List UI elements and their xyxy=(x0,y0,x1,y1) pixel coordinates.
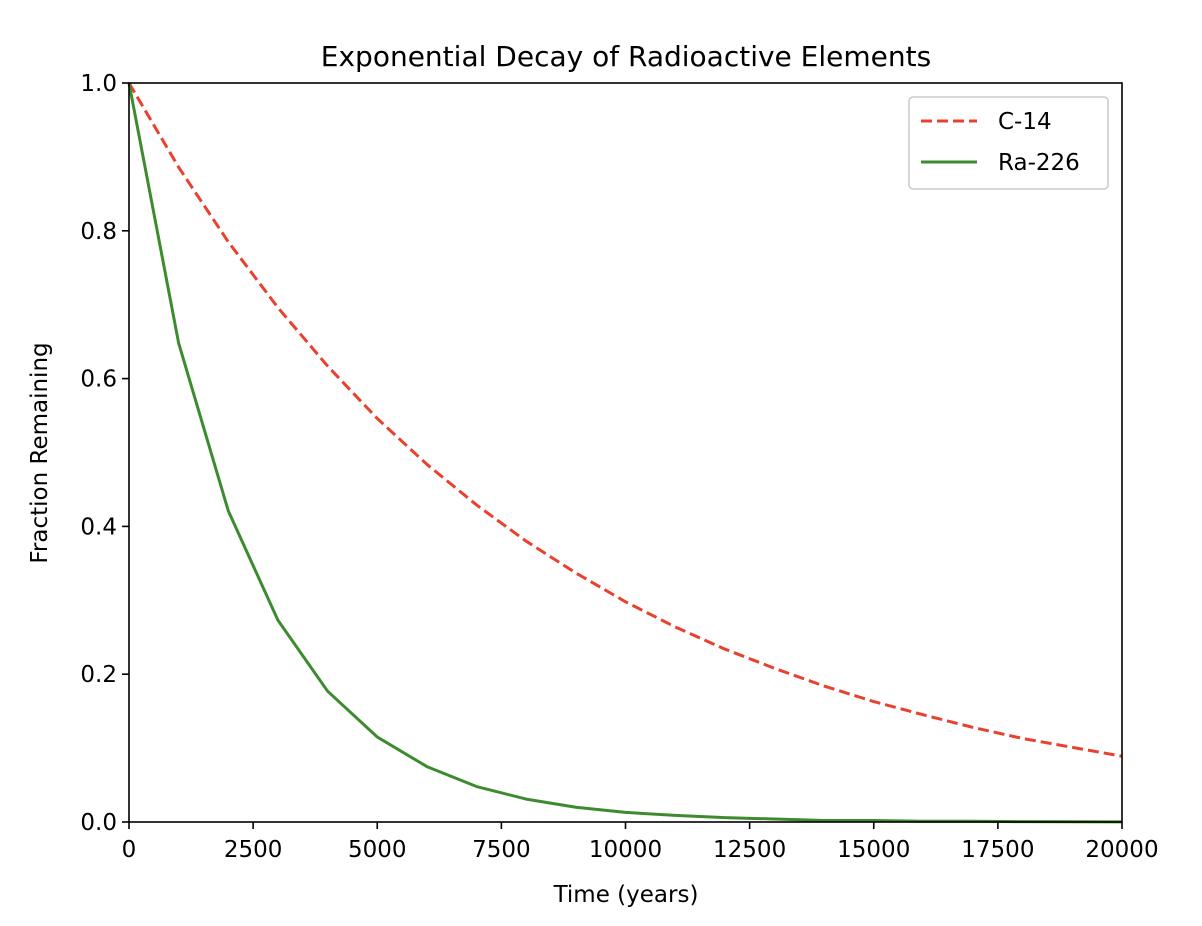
x-tick-label: 0 xyxy=(122,837,137,863)
legend: C-14 Ra-226 xyxy=(908,96,1109,190)
x-tick-label: 20000 xyxy=(1085,837,1158,863)
x-axis: 0 2500 5000 7500 10000 12500 15000 17500 20000 xyxy=(122,822,1159,863)
x-tick-label: 7500 xyxy=(472,837,531,863)
y-tick-label: 0.4 xyxy=(80,514,117,540)
y-tick-label: 0.6 xyxy=(80,367,117,393)
series-line-c-14 xyxy=(127,82,1123,758)
y-tick-label: 0.0 xyxy=(80,810,117,836)
x-axis-title: Time (years) xyxy=(553,882,699,908)
x-tick-label: 12500 xyxy=(713,837,786,863)
y-tick-label: 0.2 xyxy=(80,662,117,688)
y-axis: 0.0 0.2 0.4 0.6 0.8 1.0 xyxy=(80,71,129,836)
x-tick-label: 10000 xyxy=(589,837,662,863)
x-tick-label: 17500 xyxy=(961,837,1034,863)
y-tick-label: 0.8 xyxy=(80,219,117,245)
legend-label-c-14: C-14 xyxy=(998,109,1052,135)
y-axis-title: Fraction Remaining xyxy=(27,342,53,563)
x-tick-label: 5000 xyxy=(348,837,407,863)
chart-title: Exponential Decay of Radioactive Element… xyxy=(321,40,931,73)
y-tick-label: 1.0 xyxy=(80,71,117,97)
legend-label-ra-226: Ra-226 xyxy=(998,150,1080,176)
x-tick-label: 15000 xyxy=(837,837,910,863)
x-tick-label: 2500 xyxy=(224,837,283,863)
